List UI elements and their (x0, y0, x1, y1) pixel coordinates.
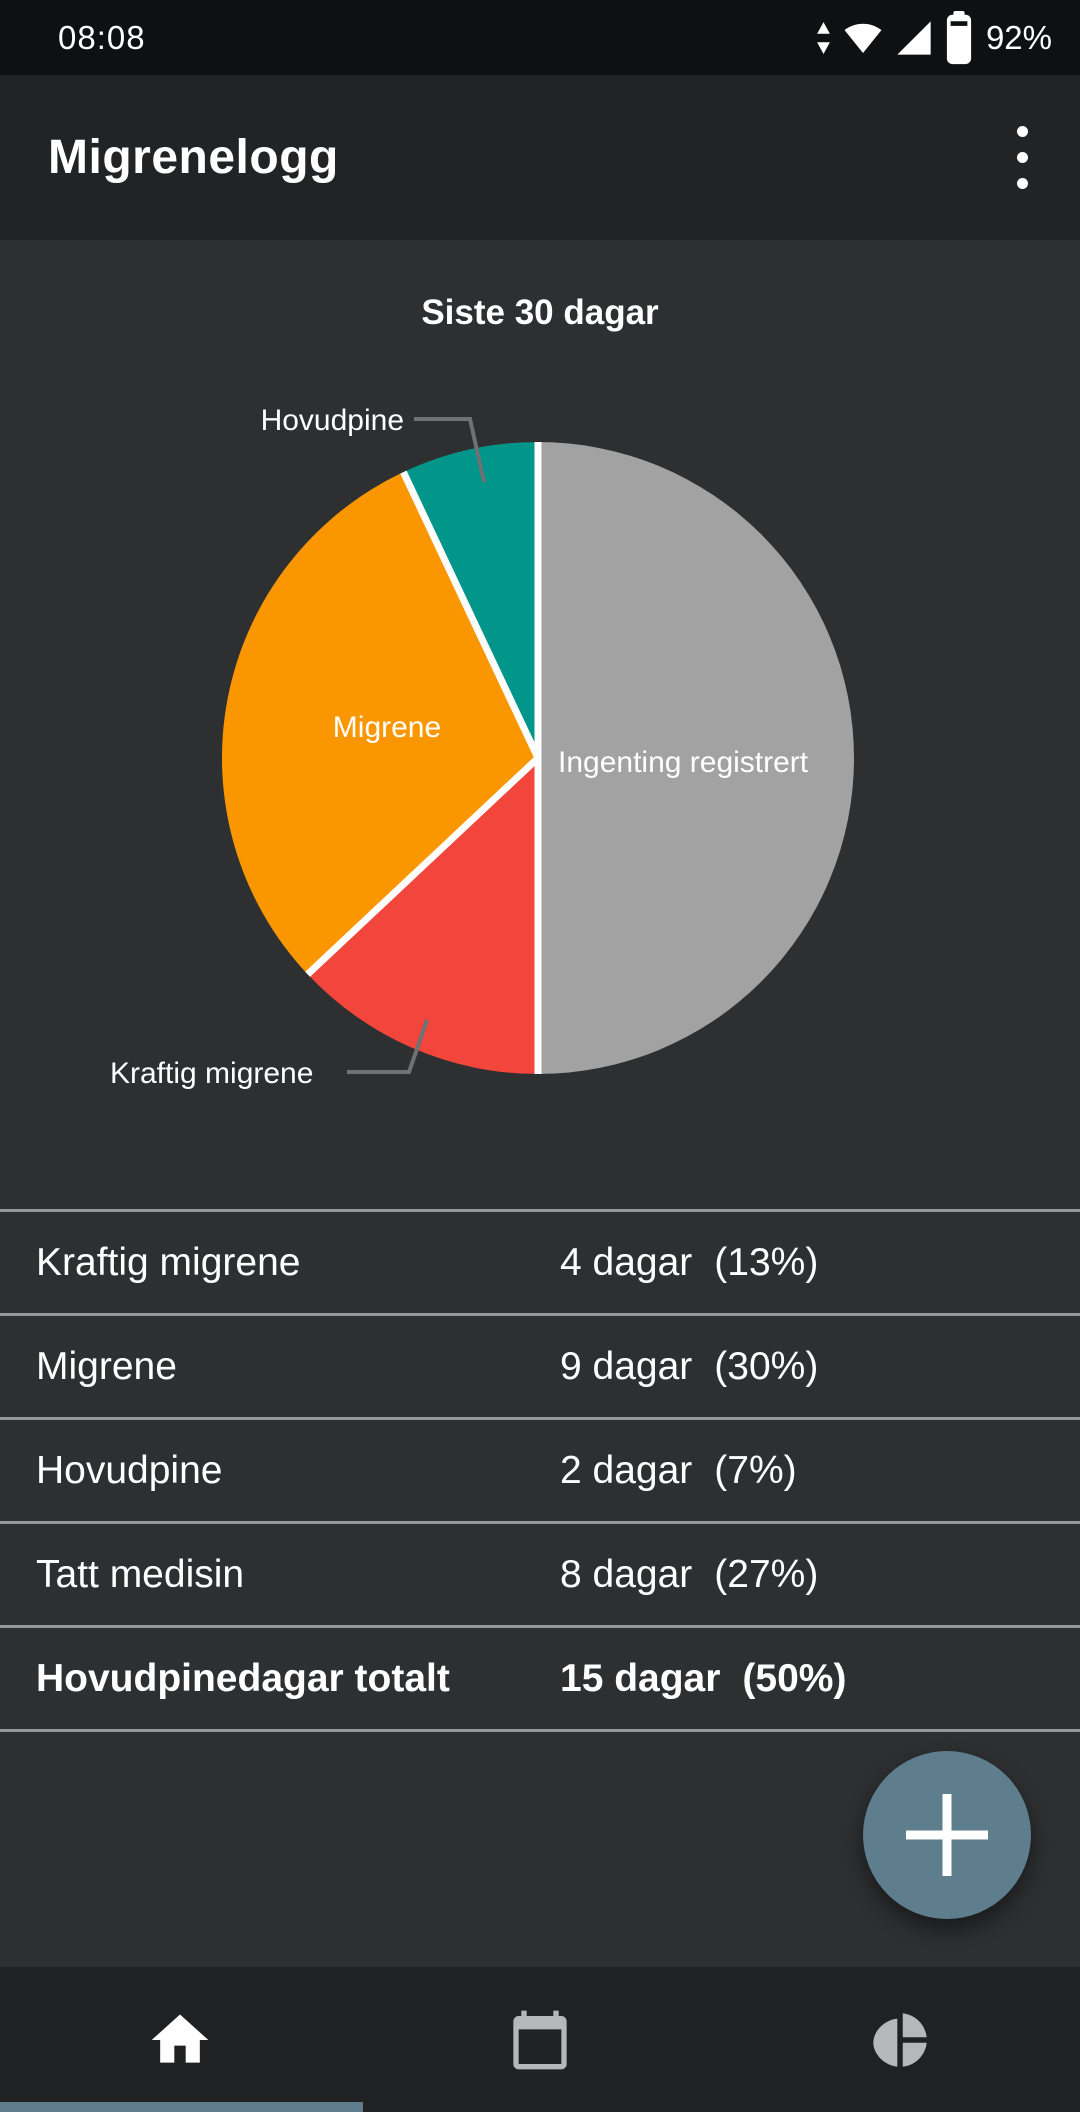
summary-table: Kraftig migrene 4 dagar (13%) Migrene 9 d… (0, 1209, 1080, 1732)
row-pct: (50%) (742, 1656, 847, 1700)
pie-slice-ingenting-registrert[interactable] (538, 442, 854, 1074)
wifi-icon (844, 23, 882, 53)
status-bar: 08:08 92% (0, 0, 1080, 75)
row-label: Migrene (36, 1344, 177, 1388)
nav-item-stats[interactable] (720, 1967, 1080, 2112)
row-pct: (27%) (714, 1552, 819, 1596)
app-bar: Migrenelogg (0, 75, 1080, 240)
calendar-icon (513, 2010, 567, 2069)
table-row: Tatt medisin 8 dagar (27%) (0, 1521, 1080, 1625)
row-days: 9 dagar (560, 1344, 693, 1388)
table-row: Migrene 9 dagar (30%) (0, 1313, 1080, 1417)
cell-signal-icon (897, 20, 931, 55)
kraftig-migrene-callout-line (347, 1019, 429, 1074)
row-days: 8 dagar (560, 1552, 693, 1596)
battery-icon (946, 10, 972, 64)
pie-label-ingenting-registrert: Ingenting registrert (558, 746, 809, 779)
table-row: Kraftig migrene 4 dagar (13%) (0, 1209, 1080, 1313)
row-pct: (7%) (714, 1448, 797, 1492)
table-row-total: Hovudpinedagar totalt 15 dagar (50%) (0, 1625, 1080, 1729)
pie-chart-icon (873, 2012, 927, 2067)
pie-label-kraftig-migrene: Kraftig migrene (110, 1057, 313, 1090)
battery-percent: 92% (985, 18, 1052, 56)
nav-item-calendar[interactable] (360, 1967, 720, 2112)
nav-active-indicator (0, 2102, 363, 2112)
slice-separators (305, 442, 542, 1074)
overflow-menu-icon[interactable] (990, 98, 1054, 218)
nav-item-home[interactable] (0, 1967, 360, 2112)
hovudpine-callout-line (414, 417, 486, 483)
chart-title: Siste 30 dagar (421, 293, 659, 332)
row-label: Kraftig migrene (36, 1240, 301, 1284)
status-icons: 92% (815, 10, 1052, 65)
row-pct: (13%) (714, 1240, 819, 1284)
row-label: Hovudpine (36, 1448, 223, 1492)
row-label: Tatt medisin (36, 1552, 245, 1596)
plus-icon (906, 1794, 988, 1876)
table-row: Hovudpine 2 dagar (7%) (0, 1417, 1080, 1521)
pie-label-hovudpine: Hovudpine (261, 404, 404, 437)
home-icon (151, 2014, 209, 2063)
row-days: 4 dagar (560, 1240, 693, 1284)
add-entry-fab[interactable] (863, 1751, 1031, 1919)
pie-slice-kraftig-migrene[interactable] (307, 758, 538, 1074)
clock: 08:08 (58, 18, 146, 56)
row-label: Hovudpinedagar totalt (36, 1656, 450, 1700)
pie-chart: Hovudpine Migrene Ingenting registrert K… (110, 404, 854, 1090)
pie-label-migrene: Migrene (333, 711, 441, 744)
bottom-nav (0, 1967, 1080, 2112)
row-pct: (30%) (714, 1344, 819, 1388)
row-days: 15 dagar (560, 1656, 721, 1700)
app-title: Migrenelogg (48, 131, 339, 184)
data-arrows-icon (817, 21, 830, 54)
row-days: 2 dagar (560, 1448, 693, 1492)
